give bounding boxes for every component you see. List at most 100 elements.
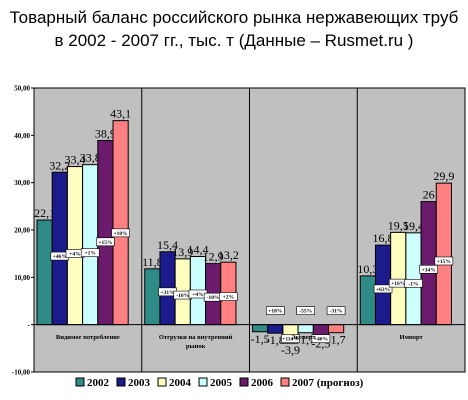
growth-label: -10% bbox=[207, 295, 220, 301]
growth-label: +31% bbox=[160, 290, 174, 296]
growth-label: +63% bbox=[376, 287, 390, 293]
growth-label: -1% bbox=[408, 281, 418, 287]
growth-label: +15% bbox=[437, 259, 451, 265]
growth-label: +114% bbox=[282, 337, 299, 343]
value-label: 26 bbox=[423, 188, 435, 202]
bar bbox=[328, 324, 345, 334]
value-label: -1,7 bbox=[296, 333, 315, 347]
legend-swatch bbox=[157, 377, 167, 387]
y-tick-label: 50,00 bbox=[14, 85, 30, 93]
value-label: 16,8 bbox=[373, 231, 394, 245]
y-tick-label: - bbox=[28, 321, 31, 329]
growth-label: +2% bbox=[223, 295, 234, 301]
category-label: Видимое потребление bbox=[56, 334, 120, 341]
growth-label: -55% bbox=[299, 309, 312, 315]
value-label: 13,9 bbox=[172, 245, 193, 259]
value-label: 10,3 bbox=[357, 262, 378, 276]
y-tick-label: -10,00 bbox=[12, 369, 31, 377]
value-label: 38,9 bbox=[95, 127, 116, 141]
bar bbox=[390, 231, 407, 326]
legend-swatch bbox=[75, 377, 85, 387]
chart-title: Товарный баланс российского рынка нержав… bbox=[0, 6, 468, 52]
growth-label-box bbox=[311, 334, 331, 343]
bar bbox=[82, 164, 99, 326]
bar bbox=[420, 201, 437, 326]
growth-label: +15% bbox=[98, 240, 112, 246]
chart-title-line2: в 2002 - 2007 гг., тыс. т (Данные – Rusm… bbox=[54, 31, 414, 50]
growth-label-box bbox=[419, 264, 438, 274]
legend-swatch bbox=[239, 377, 249, 387]
bar bbox=[435, 182, 452, 326]
bar bbox=[252, 324, 269, 333]
value-label: 19,5 bbox=[388, 218, 409, 232]
bar bbox=[405, 232, 422, 326]
legend-label: 2004 bbox=[169, 377, 192, 389]
growth-label: -31% bbox=[330, 309, 343, 315]
growth-label: +18% bbox=[268, 309, 282, 315]
legend-label: 2006 bbox=[251, 377, 274, 389]
bar bbox=[36, 219, 53, 326]
bar bbox=[267, 324, 284, 334]
bar bbox=[97, 140, 114, 326]
growth-label: +10% bbox=[114, 231, 128, 237]
growth-label: +46% bbox=[53, 254, 67, 260]
bar bbox=[51, 171, 68, 326]
value-label: 29,9 bbox=[433, 169, 454, 183]
legend-label: 2007 (прогноз) bbox=[292, 377, 364, 389]
legend-label: 2005 bbox=[210, 377, 233, 389]
growth-label-box bbox=[373, 284, 393, 294]
value-label: -1,7 bbox=[327, 333, 346, 347]
value-label: 14,4 bbox=[187, 243, 208, 257]
growth-label-box bbox=[296, 306, 316, 315]
growth-label-box bbox=[281, 334, 300, 343]
category-label: Импорт bbox=[400, 334, 424, 341]
growth-label-box bbox=[219, 292, 238, 301]
growth-label: +34% bbox=[422, 267, 436, 273]
plot-area: 50,00 40,00 30,00 20,00 10,00 - -10,00 22,1 32,2… bbox=[12, 85, 466, 377]
bar bbox=[112, 120, 129, 326]
bar bbox=[66, 166, 84, 326]
value-label: 43,1 bbox=[110, 107, 131, 121]
category-label: рынок bbox=[186, 343, 206, 350]
value-label: -1,8 bbox=[266, 333, 285, 347]
value-label: 19,4 bbox=[403, 219, 424, 233]
growth-label-box bbox=[404, 279, 423, 288]
value-label: 12,9 bbox=[203, 250, 224, 264]
legend-swatch bbox=[280, 377, 290, 387]
legend-label: 2002 bbox=[87, 377, 110, 389]
value-label: 32,2 bbox=[49, 158, 70, 172]
bar bbox=[144, 268, 161, 326]
growth-label: +1% bbox=[85, 251, 96, 257]
category-label: Отгрузки на внутренний bbox=[159, 334, 233, 341]
growth-label-box bbox=[80, 248, 100, 257]
y-tick-label: 40,00 bbox=[14, 132, 30, 140]
category-label: Экспорт bbox=[291, 334, 316, 341]
value-label: 22,1 bbox=[34, 206, 55, 220]
value-label: 33,4 bbox=[65, 153, 86, 167]
growth-label-box bbox=[96, 237, 115, 247]
growth-label-box bbox=[434, 256, 454, 266]
growth-label: +46% bbox=[314, 337, 328, 343]
growth-label: +4% bbox=[69, 252, 80, 258]
legend-label: 2003 bbox=[128, 377, 151, 389]
bar bbox=[359, 275, 376, 326]
y-tick-label: 20,00 bbox=[14, 227, 30, 235]
value-label: 11,8 bbox=[142, 255, 163, 269]
y-tick-label: 10,00 bbox=[14, 274, 30, 282]
growth-label-box bbox=[111, 228, 130, 238]
bar bbox=[297, 324, 314, 334]
growth-label-box bbox=[265, 306, 285, 315]
chart-title-line1: Товарный баланс российского рынка нержав… bbox=[9, 8, 459, 27]
value-label: 33,8 bbox=[80, 151, 101, 165]
value-label: -3,9 bbox=[281, 343, 300, 357]
legend: 2002 2003 2004 2005 2006 2007 (прогноз) bbox=[75, 377, 364, 389]
growth-label: -10% bbox=[176, 293, 189, 299]
growth-label: +4% bbox=[192, 292, 203, 298]
value-label: 13,2 bbox=[218, 248, 239, 262]
growth-label: +16% bbox=[391, 281, 405, 287]
value-label: -1,5 bbox=[251, 332, 270, 346]
legend-swatch bbox=[198, 377, 208, 387]
legend-swatch bbox=[116, 377, 126, 387]
value-label: 15,4 bbox=[157, 238, 178, 252]
